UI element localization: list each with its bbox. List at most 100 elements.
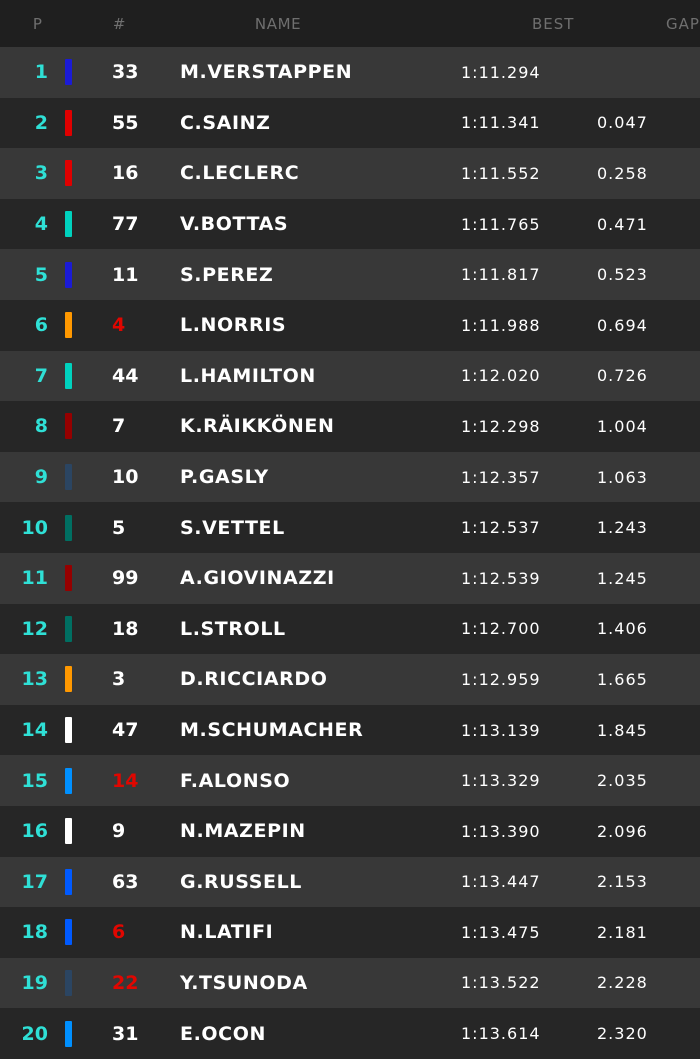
team-color-bar <box>64 868 72 895</box>
position: 20 <box>21 1022 48 1045</box>
gap: 0.694 <box>597 315 648 335</box>
team-color-marker <box>48 59 88 86</box>
position: 4 <box>34 213 48 236</box>
gap: 0.047 <box>597 113 648 133</box>
header-best: BEST <box>531 14 575 33</box>
driver-name: L.STROLL <box>180 617 286 640</box>
position: 1 <box>34 61 48 84</box>
table-row[interactable]: 10 5 S.VETTEL 1:12.537 1.243 <box>0 502 700 553</box>
table-row[interactable]: 13 3 D.RICCIARDO 1:12.959 1.665 <box>0 654 700 705</box>
gap: 2.181 <box>597 922 648 942</box>
car-number: 18 <box>112 617 139 640</box>
table-row[interactable]: 11 99 A.GIOVINAZZI 1:12.539 1.245 <box>0 552 700 604</box>
driver-name: L.NORRIS <box>180 314 287 337</box>
best-lap: 1:13.447 <box>461 872 541 892</box>
team-color-bar <box>64 615 72 642</box>
team-color-bar <box>64 312 72 339</box>
results-table: 1 33 M.VERSTAPPEN 1:11.294 2 55 C.SAINZ 1:11.34… <box>0 47 700 1059</box>
table-row[interactable]: 16 9 N.MAZEPIN 1:13.390 2.096 <box>0 805 700 857</box>
car-number: 47 <box>112 719 139 742</box>
team-color-bar <box>64 362 72 389</box>
position: 13 <box>21 668 48 691</box>
team-color-bar <box>64 717 72 744</box>
best-lap: 1:13.139 <box>461 720 541 740</box>
table-row[interactable]: 19 22 Y.TSUNODA 1:13.522 2.228 <box>0 957 700 1009</box>
team-color-bar <box>64 666 72 693</box>
best-lap: 1:11.552 <box>461 163 541 183</box>
gap: 2.035 <box>597 771 648 791</box>
table-row[interactable]: 17 63 G.RUSSELL 1:13.447 2.153 <box>0 856 700 908</box>
table-row[interactable]: 7 44 L.HAMILTON 1:12.020 0.726 <box>0 350 700 402</box>
table-row[interactable]: 20 31 E.OCON 1:13.614 2.320 <box>0 1008 700 1059</box>
table-row[interactable]: 2 55 C.SAINZ 1:11.341 0.047 <box>0 97 700 149</box>
table-row[interactable]: 6 4 L.NORRIS 1:11.988 0.694 <box>0 299 700 351</box>
gap: 0.726 <box>597 366 648 386</box>
table-row[interactable]: 18 6 N.LATIFI 1:13.475 2.181 <box>0 907 700 958</box>
car-number: 33 <box>112 61 139 84</box>
best-lap: 1:12.537 <box>461 518 541 538</box>
table-row[interactable]: 3 16 C.LECLERC 1:11.552 0.258 <box>0 148 700 199</box>
team-color-bar <box>64 261 72 288</box>
table-row[interactable]: 5 11 S.PEREZ 1:11.817 0.523 <box>0 249 700 300</box>
car-number: 4 <box>112 314 126 337</box>
best-lap: 1:12.539 <box>461 568 541 588</box>
team-color-marker <box>48 767 88 794</box>
header-name: NAME <box>254 14 302 33</box>
team-color-marker <box>48 362 88 389</box>
table-row[interactable]: 9 10 P.GASLY 1:12.357 1.063 <box>0 451 700 503</box>
position: 3 <box>34 162 48 185</box>
header-position: P <box>32 14 44 33</box>
driver-name: C.LECLERC <box>180 162 300 185</box>
car-number: 63 <box>112 870 139 893</box>
team-color-bar <box>64 59 72 86</box>
car-number: 3 <box>112 668 126 691</box>
best-lap: 1:12.298 <box>461 416 541 436</box>
car-number: 55 <box>112 111 139 134</box>
team-color-marker <box>48 615 88 642</box>
position: 16 <box>21 820 48 843</box>
position: 8 <box>34 415 48 438</box>
best-lap: 1:12.700 <box>461 619 541 639</box>
gap: 1.406 <box>597 619 648 639</box>
team-color-marker <box>48 565 88 592</box>
best-lap: 1:12.959 <box>461 669 541 689</box>
table-row[interactable]: 15 14 F.ALONSO 1:13.329 2.035 <box>0 755 700 806</box>
best-lap: 1:11.294 <box>461 62 541 82</box>
driver-name: L.HAMILTON <box>180 364 316 387</box>
best-lap: 1:13.522 <box>461 973 541 993</box>
table-row[interactable]: 14 47 M.SCHUMACHER 1:13.139 1.845 <box>0 704 700 756</box>
gap: 1.063 <box>597 467 648 487</box>
driver-name: E.OCON <box>180 1022 266 1045</box>
table-row[interactable]: 1 33 M.VERSTAPPEN 1:11.294 <box>0 47 700 98</box>
car-number: 5 <box>112 516 126 539</box>
position: 9 <box>34 466 48 489</box>
position: 11 <box>21 567 48 590</box>
car-number: 99 <box>112 567 139 590</box>
gap: 2.228 <box>597 973 648 993</box>
team-color-marker <box>48 818 88 845</box>
position: 15 <box>21 769 48 792</box>
position: 18 <box>21 921 48 944</box>
gap: 2.096 <box>597 821 648 841</box>
team-color-marker <box>48 666 88 693</box>
position: 19 <box>21 971 48 994</box>
position: 17 <box>21 870 48 893</box>
driver-name: C.SAINZ <box>180 111 271 134</box>
gap: 1.845 <box>597 720 648 740</box>
best-lap: 1:12.020 <box>461 366 541 386</box>
team-color-bar <box>64 464 72 491</box>
team-color-bar <box>64 919 72 946</box>
car-number: 44 <box>112 364 139 387</box>
table-row[interactable]: 4 77 V.BOTTAS 1:11.765 0.471 <box>0 198 700 250</box>
table-row[interactable]: 8 7 K.RÄIKKÖNEN 1:12.298 1.004 <box>0 401 700 452</box>
car-number: 9 <box>112 820 126 843</box>
team-color-marker <box>48 868 88 895</box>
table-row[interactable]: 12 18 L.STROLL 1:12.700 1.406 <box>0 603 700 655</box>
car-number: 10 <box>112 466 139 489</box>
team-color-marker <box>48 969 88 996</box>
team-color-marker <box>48 1020 88 1047</box>
gap: 2.153 <box>597 872 648 892</box>
team-color-marker <box>48 211 88 238</box>
driver-name: M.SCHUMACHER <box>180 719 364 742</box>
gap: 1.665 <box>597 669 648 689</box>
